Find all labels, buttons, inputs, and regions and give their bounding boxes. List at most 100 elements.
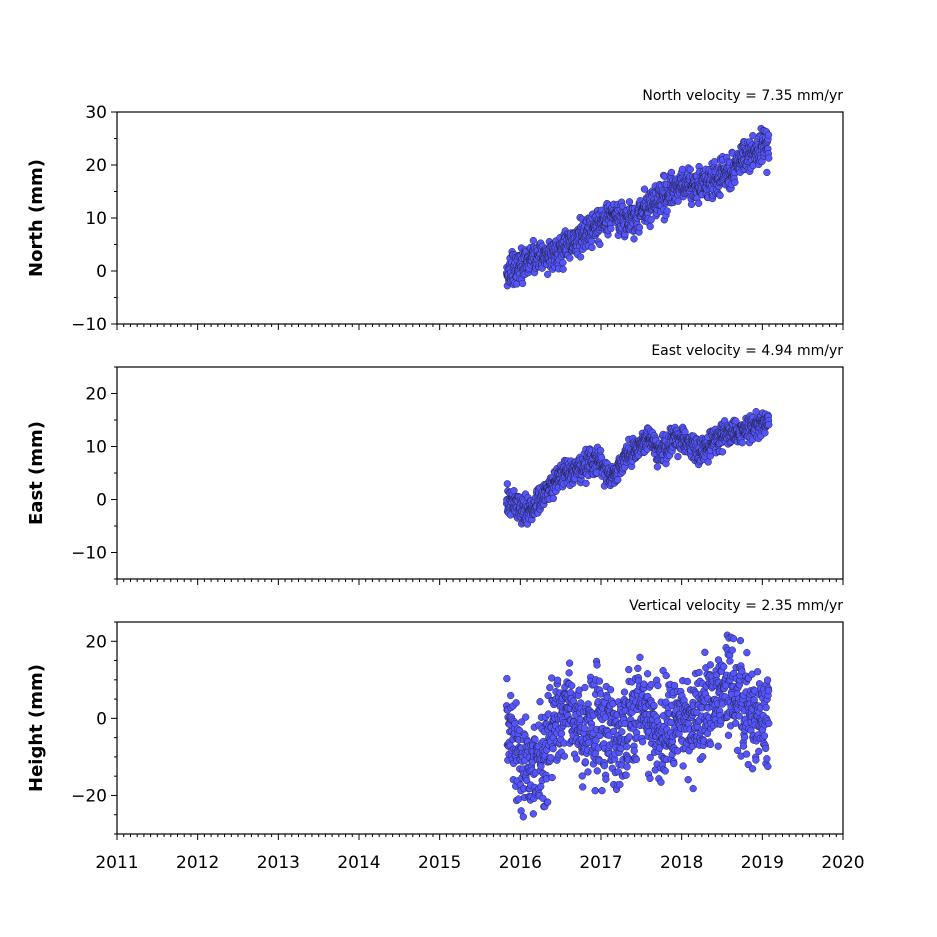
data-point — [743, 649, 751, 657]
data-point — [718, 448, 727, 456]
data-point — [762, 744, 770, 753]
data-point — [582, 479, 590, 487]
data-point — [536, 698, 544, 706]
data-point — [684, 776, 692, 784]
data-point — [554, 676, 562, 684]
x-tick-label: 2014 — [337, 853, 380, 873]
data-point — [587, 237, 596, 245]
data-point — [755, 747, 763, 755]
north-velocity-label: North velocity = 7.35 mm/yr — [642, 88, 843, 104]
data-point — [765, 154, 773, 162]
data-point — [593, 661, 601, 669]
data-point — [753, 668, 762, 676]
data-point — [537, 762, 545, 770]
x-tick-label: 2019 — [741, 853, 784, 873]
x-tick-label: 2018 — [660, 853, 703, 873]
data-point — [736, 636, 745, 645]
data-point — [731, 178, 739, 187]
data-point — [557, 729, 566, 738]
data-point — [559, 259, 567, 267]
data-point — [591, 787, 599, 795]
data-point — [616, 780, 624, 789]
data-point — [683, 677, 692, 686]
data-point — [695, 199, 703, 207]
north-panel: North velocity = 7.35 mm/yr −10 0 10 20 30 N… — [26, 88, 844, 335]
north-ylabel: North (mm) — [26, 159, 47, 277]
east-axes-frame — [116, 366, 844, 580]
data-point — [623, 763, 631, 771]
x-tick-label: 2011 — [95, 853, 138, 873]
data-point — [741, 733, 749, 741]
data-point — [720, 663, 728, 671]
north-axes-frame — [116, 111, 844, 325]
data-point — [625, 198, 634, 206]
data-point — [572, 755, 581, 763]
data-point — [738, 439, 746, 447]
data-point — [630, 747, 638, 755]
data-point — [646, 774, 654, 783]
x-tick-label: 2012 — [176, 853, 219, 873]
data-point — [581, 683, 589, 692]
data-point — [650, 701, 658, 710]
data-point — [522, 713, 530, 721]
data-point — [760, 732, 769, 740]
data-point — [763, 676, 772, 684]
data-point — [647, 680, 655, 689]
data-point — [600, 762, 609, 770]
data-point — [549, 494, 558, 503]
data-point — [646, 222, 654, 231]
data-point — [565, 659, 574, 667]
north-points — [502, 124, 773, 290]
data-point — [674, 452, 682, 461]
data-point — [763, 168, 771, 177]
data-point — [537, 782, 545, 791]
data-point — [625, 733, 633, 741]
data-point — [752, 756, 760, 764]
height-points — [502, 631, 773, 821]
data-point — [606, 686, 615, 694]
data-point — [653, 463, 662, 471]
data-point — [596, 240, 604, 249]
data-point — [742, 750, 751, 758]
x-tick-label: 2016 — [499, 853, 542, 873]
x-tick-label: 2020 — [821, 853, 864, 873]
data-point — [764, 131, 773, 139]
east-ylabel: East (mm) — [26, 421, 47, 525]
data-point — [581, 758, 589, 766]
data-point — [632, 755, 641, 764]
data-point — [714, 742, 722, 750]
data-point — [643, 670, 652, 678]
data-point — [657, 778, 665, 786]
east-points — [502, 407, 773, 528]
data-point — [598, 787, 606, 795]
y-tick-label: 0 — [96, 491, 107, 511]
data-point — [661, 767, 669, 775]
data-point — [630, 235, 638, 243]
data-point — [503, 480, 511, 488]
data-point — [623, 743, 631, 751]
y-tick-label: −10 — [71, 315, 107, 335]
data-point — [518, 279, 527, 288]
y-tick-label: 20 — [85, 385, 107, 405]
data-point — [579, 783, 587, 791]
data-point — [765, 719, 773, 728]
data-point — [701, 648, 709, 656]
data-point — [638, 738, 647, 746]
data-point — [636, 653, 644, 661]
data-point — [726, 657, 734, 665]
data-point — [618, 728, 626, 736]
data-point — [544, 270, 552, 279]
data-point — [663, 207, 671, 215]
data-point — [634, 664, 642, 673]
data-point — [514, 795, 523, 803]
data-point — [706, 740, 715, 748]
data-point — [667, 168, 676, 177]
data-point — [763, 755, 771, 763]
data-point — [647, 216, 655, 224]
data-point — [565, 669, 573, 677]
data-point — [679, 762, 687, 770]
x-tick-label: 2015 — [418, 853, 461, 873]
data-point — [686, 165, 694, 174]
data-point — [580, 724, 589, 732]
